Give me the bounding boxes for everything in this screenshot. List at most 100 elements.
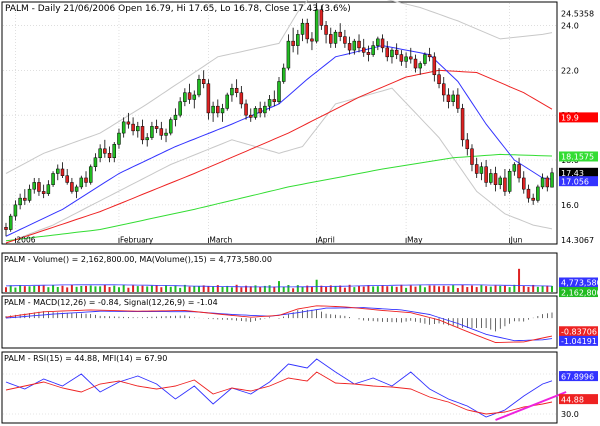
- volume-bar: [348, 284, 351, 292]
- candle-body: [329, 34, 333, 44]
- volume-bar: [56, 286, 59, 292]
- month-label: February: [120, 236, 154, 245]
- rsi-line: [5, 371, 553, 415]
- candle-body: [8, 215, 13, 230]
- candle-body: [88, 166, 93, 183]
- volume-bar: [442, 285, 445, 292]
- candle-body: [234, 87, 239, 93]
- candle-body: [74, 186, 79, 192]
- volume-bar: [452, 285, 455, 292]
- volume-bar: [94, 286, 97, 292]
- candle-body: [390, 49, 394, 58]
- volume-bar: [42, 285, 45, 292]
- volume-bar: [263, 285, 266, 292]
- volume-bar: [372, 286, 375, 292]
- volume-bar: [146, 286, 149, 292]
- candle-body: [536, 186, 540, 201]
- volume-bar: [226, 285, 229, 292]
- volume-bar: [174, 285, 177, 292]
- candle-body: [338, 31, 342, 37]
- volume-bar: [273, 286, 276, 292]
- price-grid: [3, 3, 556, 243]
- volume-bar: [414, 286, 417, 292]
- volume-bar: [117, 287, 120, 292]
- candle-body: [465, 139, 470, 150]
- volume-bar: [329, 285, 332, 292]
- volume-bar: [132, 285, 135, 292]
- bollinger-bands: [5, 0, 553, 244]
- macd-signal-tag-bg: [559, 335, 598, 346]
- rsi-tag: 44.88: [561, 395, 584, 404]
- candle-body: [493, 173, 498, 185]
- candle-body: [107, 153, 112, 159]
- candle-body: [404, 56, 408, 62]
- candle-body: [79, 177, 84, 188]
- volume-bar: [381, 285, 384, 292]
- rsi-level-label: 30.0: [561, 410, 579, 419]
- candle-body: [244, 103, 248, 116]
- candle-body: [380, 38, 385, 49]
- volume-bar: [532, 284, 535, 292]
- volume-bar: [254, 285, 257, 292]
- volume-bar: [461, 285, 464, 292]
- volume-bar: [518, 268, 521, 292]
- volume-bar: [108, 287, 111, 292]
- volume-bar: [541, 285, 544, 292]
- candle-body: [126, 121, 131, 125]
- volume-bar: [23, 286, 26, 292]
- candle-body: [187, 92, 192, 100]
- volume-bar: [320, 285, 323, 292]
- volume-bar: [508, 287, 511, 292]
- candle-body: [103, 148, 107, 154]
- volume-bar: [480, 285, 483, 292]
- price-tick-label: 24.0: [561, 21, 579, 30]
- volume-bar: [494, 285, 497, 292]
- candle-body: [446, 94, 451, 102]
- candle-body: [18, 197, 22, 206]
- volume-bar: [527, 286, 530, 292]
- volume-bar: [103, 284, 106, 292]
- volume-bar: [14, 287, 17, 292]
- candle-body: [32, 182, 36, 190]
- volume-bar: [325, 286, 328, 292]
- candle-body: [319, 9, 324, 26]
- candle-body: [70, 182, 74, 192]
- price-tick-label: 16.0: [561, 201, 579, 210]
- candle-body: [503, 177, 507, 192]
- candle-body: [56, 168, 60, 174]
- candle-body: [225, 94, 229, 109]
- candle-body: [117, 132, 121, 145]
- candle-body: [51, 173, 55, 185]
- volume-bar: [390, 286, 393, 292]
- volume-bar: [470, 285, 473, 292]
- candle-body: [343, 36, 347, 44]
- month-label: Jun: [510, 236, 523, 245]
- price-value-tag-bg: [559, 176, 598, 187]
- candle-body: [347, 43, 352, 51]
- volume-bar: [367, 285, 370, 292]
- volume-bar: [485, 286, 488, 292]
- volume-bar: [245, 285, 248, 292]
- volume-bar: [287, 284, 290, 292]
- candle-body: [385, 47, 390, 58]
- candle-body: [41, 191, 46, 194]
- candle-body: [314, 9, 319, 42]
- candle-body: [305, 22, 309, 40]
- volume-bar: [136, 286, 139, 292]
- candle-body: [249, 114, 253, 118]
- volume-bar: [230, 287, 233, 292]
- candle-body: [512, 164, 517, 172]
- macd-line: [5, 305, 553, 343]
- candle-body: [522, 177, 526, 190]
- volume-bar: [99, 286, 102, 292]
- candle-body: [211, 105, 215, 114]
- candle-body: [545, 177, 550, 188]
- volume-bar: [141, 285, 144, 292]
- volume-tag: 2,162,800: [561, 288, 600, 297]
- volume-tag-bg: [559, 287, 598, 298]
- candle-body: [197, 79, 201, 96]
- candle-body: [281, 67, 286, 82]
